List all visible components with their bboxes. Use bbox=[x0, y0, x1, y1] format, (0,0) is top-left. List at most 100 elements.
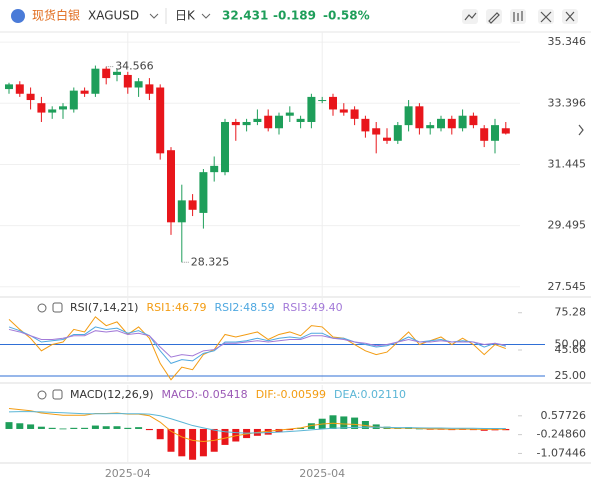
indicator-title: RSI(7,14,21) bbox=[70, 301, 138, 314]
histogram-bar bbox=[37, 426, 45, 429]
histogram-bar bbox=[16, 423, 24, 429]
candle-body bbox=[491, 125, 499, 141]
expand-arrow[interactable] bbox=[578, 124, 584, 136]
candle-body bbox=[275, 115, 283, 129]
candle-body bbox=[167, 150, 175, 223]
legend-entry: DIF:-0.00599 bbox=[256, 388, 326, 401]
annotation: 28.325 bbox=[191, 255, 230, 268]
y-tick-label: 50.00 bbox=[555, 338, 587, 351]
candle-body bbox=[145, 84, 154, 94]
candle-body bbox=[437, 118, 445, 129]
series-line bbox=[8, 328, 506, 358]
histogram-bar bbox=[124, 427, 132, 429]
symbol-code[interactable]: XAGUSD bbox=[88, 9, 139, 23]
price-change-pct: -0.58% bbox=[323, 9, 370, 23]
candle-body bbox=[329, 96, 337, 110]
candle-body bbox=[242, 121, 251, 126]
histogram-bar bbox=[135, 427, 143, 429]
legend-entry: RSI3:49.40 bbox=[283, 301, 343, 314]
symbol-name[interactable]: 现货白银 bbox=[32, 8, 80, 23]
series-line bbox=[8, 316, 506, 381]
candle-body bbox=[26, 93, 35, 101]
settings-icon bbox=[52, 389, 63, 400]
candle-body bbox=[5, 84, 13, 90]
candle-body bbox=[102, 68, 111, 79]
candle-body bbox=[393, 125, 402, 141]
fullscreen-icon bbox=[540, 11, 552, 23]
candle-body bbox=[253, 118, 262, 122]
panel-legend: MACD(12,26,9) MACD:-0.05418 DIF:-0.00599 DE… bbox=[37, 388, 406, 401]
histogram-bar bbox=[286, 428, 294, 431]
histogram-bar bbox=[189, 428, 197, 460]
style-icon bbox=[513, 11, 523, 22]
candle-body bbox=[318, 100, 327, 102]
histogram-bar bbox=[340, 416, 348, 429]
plot-layer: 35.346 33.396 31.445 29.495 27.545 2025-04 202… bbox=[0, 32, 586, 480]
candle-body bbox=[350, 109, 359, 119]
histogram-bar bbox=[91, 425, 99, 429]
y-tick-label: -1.07446 bbox=[537, 446, 586, 459]
visibility-icon bbox=[37, 390, 47, 400]
dropdown[interactable] bbox=[201, 13, 211, 19]
candle-body bbox=[59, 106, 67, 110]
y-tick-label: -0.24860 bbox=[537, 428, 586, 441]
histogram-bar bbox=[48, 427, 56, 429]
candle-body bbox=[156, 87, 165, 154]
indicator-icon bbox=[464, 12, 477, 21]
candle-body bbox=[188, 200, 197, 210]
candle-body bbox=[339, 109, 348, 113]
histogram-bar bbox=[145, 428, 153, 431]
y-tick-label: 35.346 bbox=[548, 35, 587, 48]
candle-body bbox=[80, 90, 89, 94]
histogram-bar bbox=[264, 428, 272, 435]
candle-body bbox=[296, 118, 305, 122]
visibility-icon bbox=[37, 303, 47, 313]
candle-body bbox=[383, 137, 391, 141]
histogram-bar bbox=[297, 427, 305, 429]
candle-body bbox=[469, 115, 478, 126]
settings-icon bbox=[52, 302, 63, 313]
symbol-icon bbox=[11, 9, 25, 23]
close-icon bbox=[565, 11, 575, 22]
histogram-bar bbox=[178, 428, 186, 457]
candle-body bbox=[307, 96, 316, 122]
candle-body bbox=[199, 172, 208, 213]
last-price: 32.431 bbox=[222, 9, 268, 23]
candle-body bbox=[69, 90, 78, 110]
candle-body bbox=[113, 71, 121, 75]
period[interactable]: 日K bbox=[175, 9, 196, 23]
histogram-bar bbox=[113, 426, 121, 429]
candle-body bbox=[221, 121, 229, 173]
candle-body bbox=[372, 128, 381, 135]
series-line bbox=[8, 411, 506, 434]
candle-body bbox=[447, 118, 456, 129]
candle-body bbox=[48, 109, 57, 113]
legend-entry: DEA:0.02110 bbox=[334, 388, 406, 401]
candle-body bbox=[231, 121, 240, 126]
histogram-bar bbox=[59, 428, 67, 430]
candle-body bbox=[361, 118, 370, 132]
histogram-bar bbox=[221, 428, 229, 445]
candle-body bbox=[426, 125, 435, 129]
annotation: 34.566 bbox=[115, 60, 154, 73]
y-tick-label: 75.28 bbox=[555, 306, 587, 319]
histogram-bar bbox=[156, 428, 164, 440]
histogram-bar bbox=[232, 428, 240, 442]
histogram-bar bbox=[27, 424, 35, 429]
candle-body bbox=[415, 106, 424, 129]
histogram-bar bbox=[102, 426, 110, 429]
candle-body bbox=[458, 115, 467, 129]
y-tick-label: 25.00 bbox=[555, 369, 587, 382]
candle-body bbox=[123, 74, 132, 88]
legend-entry: MACD:-0.05418 bbox=[162, 388, 248, 401]
y-tick-label: 27.545 bbox=[548, 280, 587, 293]
candle-body bbox=[264, 115, 273, 129]
y-tick-label: 45.66 bbox=[555, 343, 587, 356]
dropdown[interactable] bbox=[149, 13, 159, 19]
x-tick-label: 2025-04 bbox=[105, 467, 151, 480]
candle-body bbox=[91, 68, 100, 94]
panel-legend: RSI(7,14,21) RSI1:46.79 RSI2:48.59 RSI3:49.… bbox=[37, 301, 343, 314]
candle-body bbox=[480, 128, 489, 141]
